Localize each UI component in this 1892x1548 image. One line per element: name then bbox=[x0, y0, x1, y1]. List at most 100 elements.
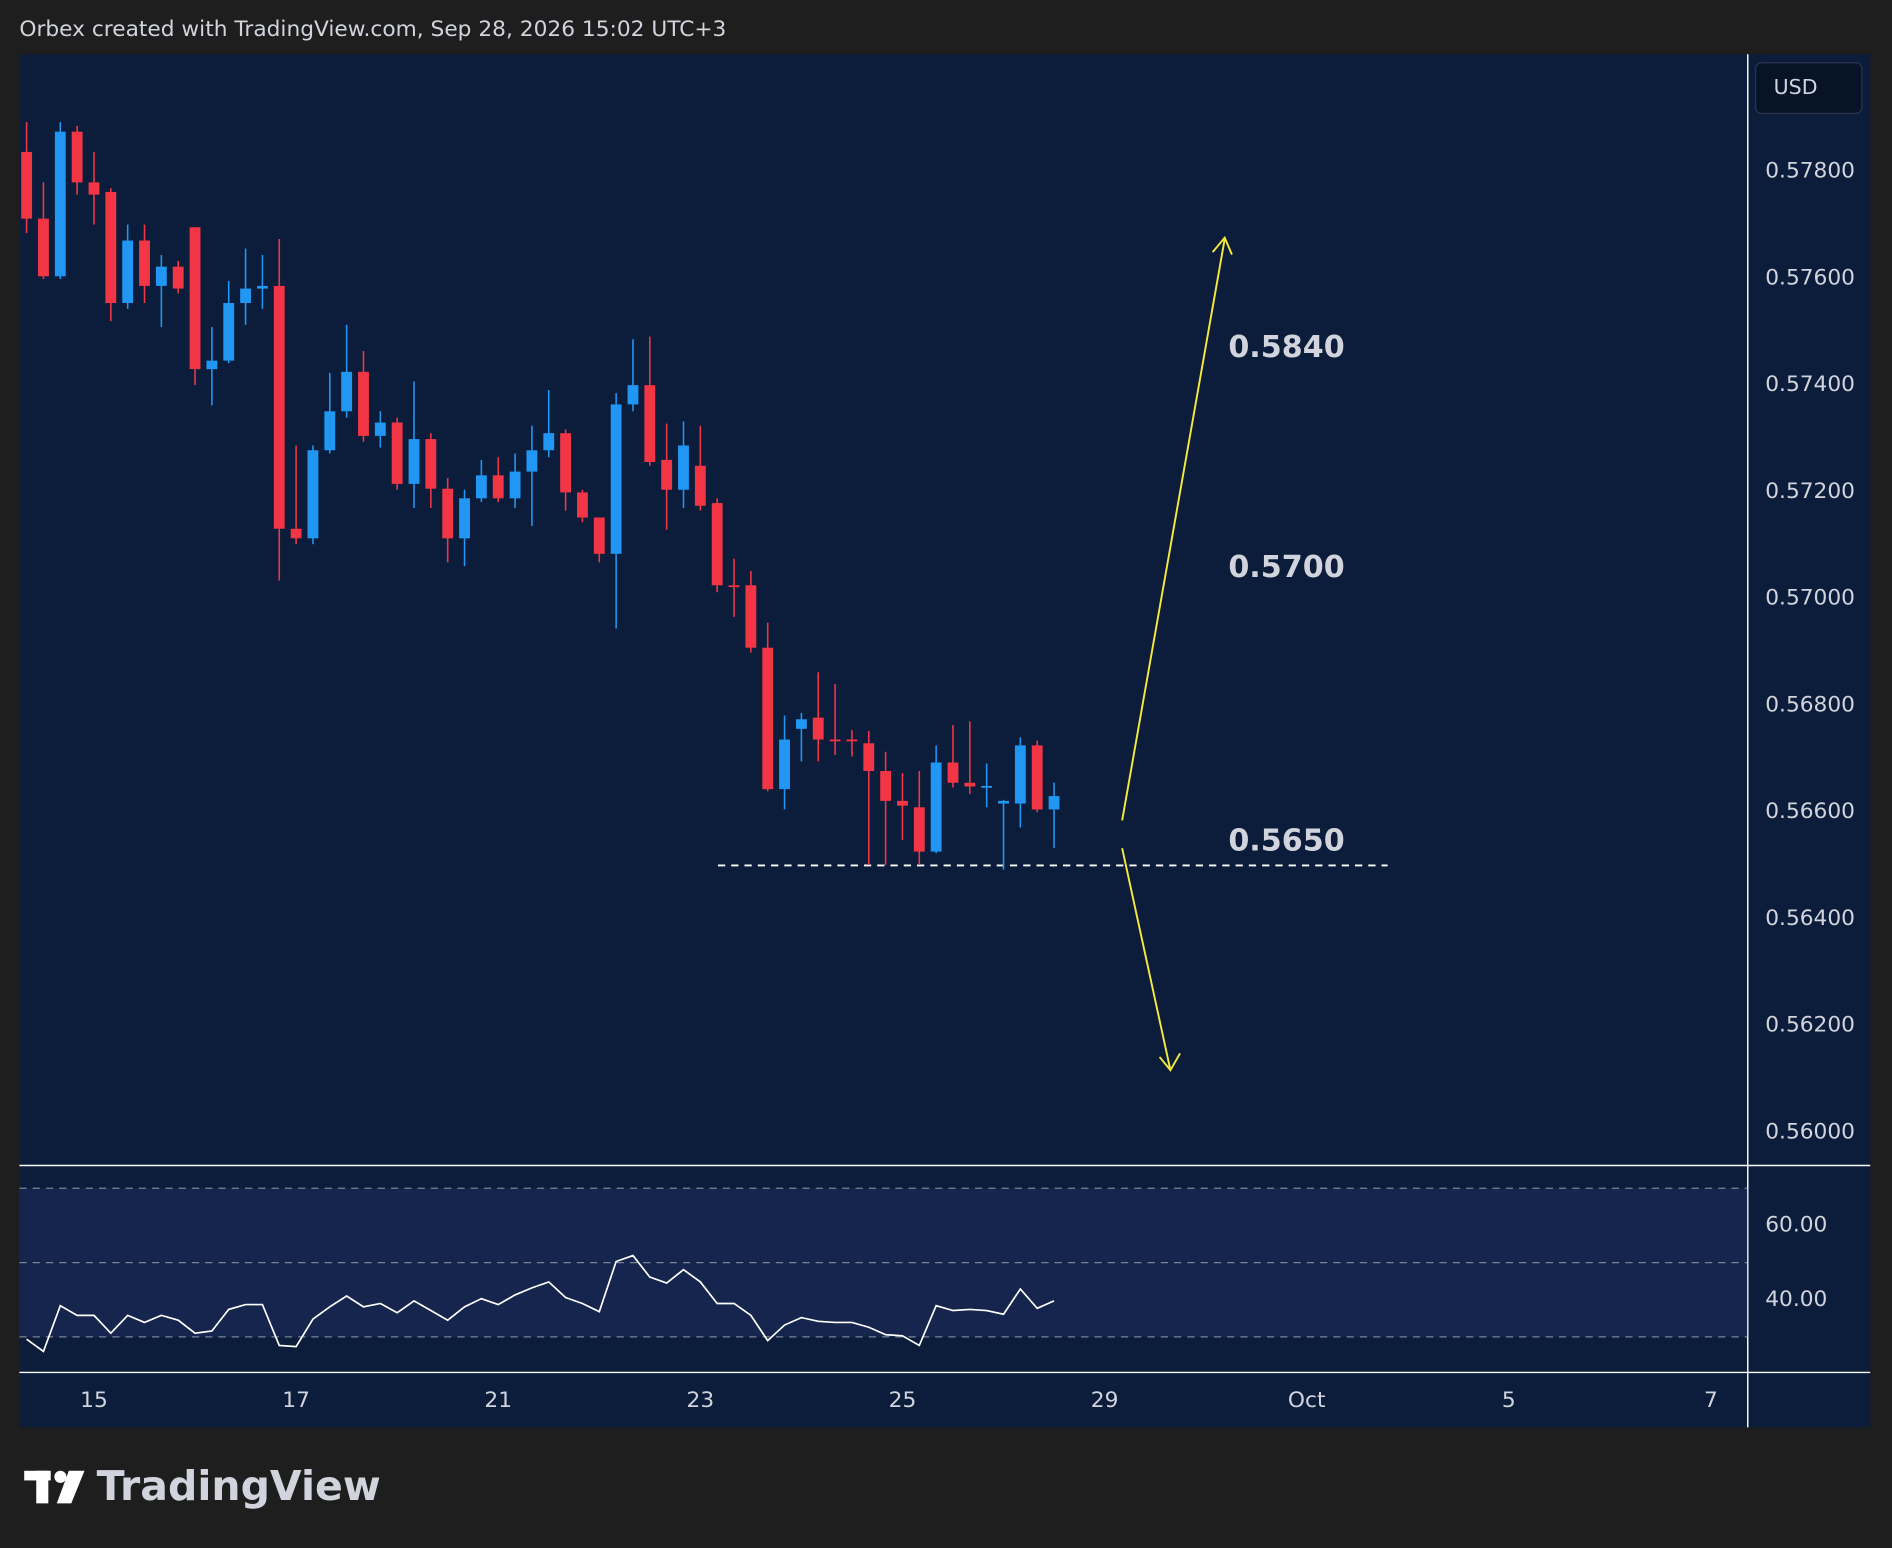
candle-body bbox=[307, 450, 319, 539]
candle-body bbox=[122, 240, 134, 303]
down-arrow bbox=[1121, 847, 1172, 1071]
candle-body bbox=[846, 739, 858, 742]
candle-body bbox=[1014, 745, 1026, 804]
candle-body bbox=[324, 411, 336, 451]
candle-body bbox=[644, 385, 656, 463]
currency-label[interactable]: USD bbox=[1774, 75, 1818, 99]
header-text: Orbex created with TradingView.com, Sep … bbox=[19, 17, 726, 42]
candle-body bbox=[408, 439, 420, 484]
annotation: 0.5700 bbox=[1228, 550, 1344, 585]
logo-text: TradingView bbox=[97, 1462, 381, 1510]
candle-body bbox=[829, 739, 841, 742]
candle-body bbox=[560, 433, 572, 493]
candle-body bbox=[105, 191, 117, 303]
y-tick-label: 0.56400 bbox=[1765, 906, 1855, 931]
up-arrowhead bbox=[1211, 235, 1233, 255]
y-tick-label: 0.56000 bbox=[1765, 1119, 1855, 1144]
candle-body bbox=[1048, 796, 1060, 810]
down-arrowhead bbox=[1158, 1052, 1181, 1072]
candle-body bbox=[459, 498, 470, 539]
candle-body bbox=[998, 800, 1009, 804]
candle-body bbox=[88, 182, 100, 195]
candle-body bbox=[812, 717, 824, 740]
candle-body bbox=[964, 782, 976, 787]
candle-body bbox=[913, 807, 925, 852]
candle-body bbox=[54, 131, 66, 277]
candle-body bbox=[206, 360, 218, 370]
candle-body bbox=[358, 371, 369, 436]
price-pane: 0.57800 0.57600 0.57400 0.57200 0.57000 0.568… bbox=[21, 122, 1855, 1413]
annotation: 0.5840 bbox=[1228, 330, 1344, 365]
x-tick-label: 5 bbox=[1502, 1388, 1516, 1413]
rsi-line bbox=[26, 1254, 1055, 1353]
logo-shape bbox=[54, 1470, 67, 1483]
candle-body bbox=[475, 475, 487, 499]
candle-body bbox=[223, 302, 235, 361]
candle-body bbox=[762, 647, 774, 790]
candle-body bbox=[71, 131, 83, 183]
candle-body bbox=[593, 517, 605, 554]
y-tick-label: 0.57000 bbox=[1765, 586, 1855, 611]
y-tick-label: 0.57600 bbox=[1765, 265, 1855, 290]
candle-body bbox=[189, 227, 201, 370]
candle-body bbox=[947, 762, 959, 783]
candle-body bbox=[341, 371, 353, 412]
y-tick-label: 0.57800 bbox=[1765, 159, 1855, 184]
x-tick-label: 23 bbox=[687, 1388, 715, 1413]
candle-body bbox=[509, 471, 521, 499]
candle-body bbox=[391, 422, 403, 484]
candle-body bbox=[897, 800, 908, 806]
candle-body bbox=[863, 743, 875, 772]
candle-body bbox=[610, 404, 622, 554]
candle-body bbox=[930, 762, 942, 852]
x-tick-label: 7 bbox=[1704, 1388, 1718, 1413]
candle-body bbox=[711, 503, 723, 586]
candle-body bbox=[38, 218, 49, 277]
y-tick-label: 0.56600 bbox=[1765, 799, 1855, 824]
y-tick-label: 0.57200 bbox=[1765, 479, 1855, 504]
candle-body bbox=[627, 385, 639, 405]
logo-icon bbox=[24, 1470, 85, 1504]
candle-body bbox=[21, 151, 33, 219]
logo-shape bbox=[56, 1470, 85, 1504]
candle-body bbox=[425, 439, 437, 489]
candle-body bbox=[273, 285, 285, 529]
y-tick-label: 0.56200 bbox=[1765, 1013, 1855, 1038]
up-arrow bbox=[1121, 238, 1226, 821]
x-tick-label: 25 bbox=[889, 1388, 917, 1413]
arrows bbox=[1121, 235, 1233, 1072]
candle-body bbox=[1031, 745, 1043, 810]
currency-button[interactable] bbox=[1754, 62, 1863, 115]
candle-body bbox=[526, 450, 538, 472]
candle-body bbox=[745, 585, 757, 648]
y-tick-label: 60.00 bbox=[1765, 1212, 1827, 1237]
candle-body bbox=[880, 771, 892, 801]
candle-body bbox=[139, 240, 150, 286]
logo-shape bbox=[36, 1470, 49, 1504]
x-tick-label: 15 bbox=[80, 1388, 108, 1413]
candle-body bbox=[678, 445, 689, 490]
candle-body bbox=[779, 739, 790, 790]
candle-body bbox=[290, 528, 302, 539]
candle-body bbox=[694, 465, 706, 506]
x-tick-label: 29 bbox=[1091, 1388, 1119, 1413]
candle-body bbox=[172, 266, 184, 289]
x-tick-label: 21 bbox=[484, 1388, 512, 1413]
candle-body bbox=[795, 719, 807, 729]
candle-body bbox=[256, 285, 268, 289]
candle-body bbox=[577, 492, 588, 518]
y-tick-label: 0.56800 bbox=[1765, 692, 1855, 717]
candle-body bbox=[155, 266, 167, 286]
x-tick-label: 17 bbox=[282, 1388, 310, 1413]
candle-body bbox=[374, 422, 386, 436]
candle-body bbox=[240, 288, 252, 303]
annotation: 0.5650 bbox=[1228, 824, 1344, 859]
y-tick-label: 40.00 bbox=[1765, 1287, 1827, 1312]
candle-body bbox=[543, 433, 555, 451]
candle-body bbox=[442, 488, 454, 539]
candle-body bbox=[661, 459, 673, 490]
rsi-pane: 60.00 40.00 bbox=[19, 1187, 1827, 1353]
x-tick-label: Oct bbox=[1288, 1388, 1326, 1413]
